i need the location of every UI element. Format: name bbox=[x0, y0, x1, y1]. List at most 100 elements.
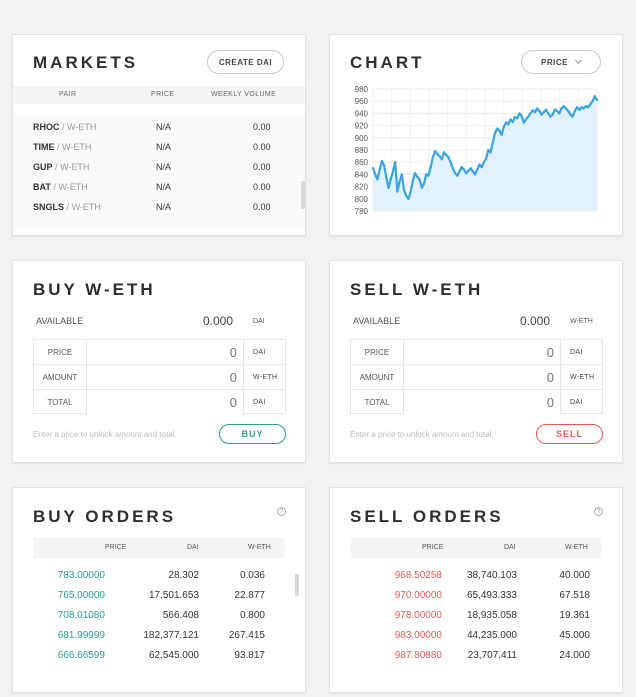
buy-order-row[interactable]: 783.00000 28.302 0.036 bbox=[33, 566, 285, 586]
chart-point bbox=[571, 115, 574, 118]
buy-order-row[interactable]: 765.00000 17,501.653 22.877 bbox=[33, 586, 285, 606]
help-icon[interactable]: ? bbox=[594, 507, 603, 516]
chart-point bbox=[560, 107, 563, 110]
chart-point bbox=[549, 115, 552, 118]
chart-point bbox=[487, 148, 490, 152]
create-dai-button[interactable]: CREATE DAI bbox=[207, 50, 284, 74]
chart-point bbox=[473, 173, 477, 176]
col-price: PRICE bbox=[105, 544, 127, 551]
sell-order-row[interactable]: 968.50258 38,740.103 40.000 bbox=[350, 566, 602, 586]
chart-point bbox=[578, 108, 581, 111]
sell-button[interactable]: SELL bbox=[536, 424, 603, 444]
market-price: N/A bbox=[156, 202, 172, 212]
chart-panel: CHART PRICE 980 960 940 920 900 880 860 840 820 8… bbox=[329, 34, 623, 236]
chart-point bbox=[469, 167, 472, 170]
chart-point bbox=[533, 111, 537, 114]
sell-order-row[interactable]: 987.80880 23,707.411 24.000 bbox=[350, 646, 602, 666]
market-volume: 0.00 bbox=[253, 122, 271, 132]
chart-point bbox=[562, 104, 565, 108]
available-unit: W-ETH bbox=[570, 318, 593, 325]
order-dai: 44,235.000 bbox=[466, 630, 517, 641]
buy-total-input[interactable] bbox=[87, 390, 244, 415]
field-label: PRICE bbox=[34, 340, 87, 364]
chart-point bbox=[456, 174, 459, 177]
chart-point bbox=[516, 117, 519, 120]
y-tick-label: 960 bbox=[355, 97, 369, 106]
markets-scrollbar[interactable] bbox=[301, 181, 305, 209]
market-row-sngls[interactable]: SNGLS / W-ETH N/A 0.00 bbox=[13, 198, 305, 218]
buy-hint: Enter a price to unlock amount and total… bbox=[33, 430, 177, 439]
chart-point bbox=[385, 176, 388, 179]
chart-point bbox=[586, 106, 590, 109]
chart-point bbox=[569, 113, 572, 116]
field-label: PRICE bbox=[351, 340, 404, 364]
field-unit: W-ETH bbox=[570, 373, 595, 381]
chart-point bbox=[429, 165, 432, 169]
sell-amount-input[interactable] bbox=[404, 365, 561, 389]
market-row-gup[interactable]: GUP / W-ETH N/A 0.00 bbox=[13, 158, 305, 178]
order-weth: 19.361 bbox=[559, 610, 590, 621]
chart-point bbox=[502, 125, 506, 128]
market-price: N/A bbox=[156, 162, 172, 172]
order-dai: 23,707.411 bbox=[467, 650, 517, 661]
sell-price-input[interactable] bbox=[404, 340, 561, 364]
order-dai: 65,493.333 bbox=[466, 590, 517, 601]
help-icon[interactable]: ? bbox=[277, 507, 286, 516]
sell-order-row[interactable]: 983.00000 44,235.000 45.000 bbox=[350, 626, 602, 646]
buy-price-input[interactable] bbox=[87, 340, 244, 364]
chart-point bbox=[593, 95, 596, 98]
chart-point bbox=[553, 108, 557, 111]
chart-type-dropdown[interactable]: PRICE bbox=[521, 50, 601, 74]
chart-point bbox=[409, 190, 412, 193]
market-price: N/A bbox=[156, 122, 172, 132]
chart-point bbox=[591, 100, 594, 103]
chart-point bbox=[555, 109, 559, 113]
chart-point bbox=[387, 186, 390, 189]
buy-order-row[interactable]: 666.66599 62,545.000 93.817 bbox=[33, 646, 285, 666]
buy-amount-input[interactable] bbox=[87, 365, 244, 389]
market-volume: 0.00 bbox=[253, 182, 271, 192]
chart-point bbox=[449, 161, 452, 164]
chart-point bbox=[498, 129, 501, 132]
chart-point bbox=[442, 151, 446, 154]
sell-order-row[interactable]: 978.00000 18,935.058 19.361 bbox=[350, 606, 602, 626]
buy-button[interactable]: BUY bbox=[219, 424, 286, 444]
chart-point bbox=[398, 180, 401, 183]
chart-point bbox=[396, 190, 399, 193]
field-label: AMOUNT bbox=[351, 365, 404, 389]
col-price: PRICE bbox=[151, 91, 175, 98]
market-row-time[interactable]: TIME / W-ETH N/A 0.00 bbox=[13, 138, 305, 158]
order-dai: 182,377.121 bbox=[143, 630, 199, 641]
chart-point bbox=[391, 170, 395, 173]
chart-point bbox=[460, 165, 463, 169]
markets-list: RHOC / W-ETH N/A 0.00 TIME / W-ETH N/A 0… bbox=[13, 113, 305, 231]
sell-total-input[interactable] bbox=[404, 390, 561, 415]
market-pair: TIME / W-ETH bbox=[33, 142, 92, 152]
market-pair: SNGLS / W-ETH bbox=[33, 202, 101, 212]
buy-amount-row: AMOUNT W-ETH bbox=[34, 365, 285, 390]
order-price: 987.80880 bbox=[394, 650, 442, 661]
chart-point bbox=[524, 118, 528, 121]
order-price: 970.00000 bbox=[394, 590, 442, 601]
chart-point bbox=[484, 157, 488, 160]
order-price: 666.66599 bbox=[57, 650, 105, 661]
buy-orders-scrollbar[interactable] bbox=[295, 574, 299, 596]
order-dai: 28.302 bbox=[168, 570, 199, 581]
chart-point bbox=[529, 112, 532, 115]
field-unit: DAI bbox=[253, 399, 266, 406]
market-row-rhoc[interactable]: RHOC / W-ETH N/A 0.00 bbox=[13, 118, 305, 138]
order-weth: 267.415 bbox=[228, 630, 265, 641]
chart-point bbox=[513, 115, 517, 119]
chart-point bbox=[573, 109, 576, 113]
chart-point bbox=[436, 152, 439, 155]
order-price: 681.99999 bbox=[57, 630, 105, 641]
sell-total-row: TOTAL DAI bbox=[351, 390, 602, 415]
chart-point bbox=[447, 156, 450, 159]
sell-order-row[interactable]: 970.00000 65,493.333 67.518 bbox=[350, 586, 602, 606]
buy-order-row[interactable]: 708.01080 566.408 0.800 bbox=[33, 606, 285, 626]
market-row-bat[interactable]: BAT / W-ETH N/A 0.00 bbox=[13, 178, 305, 198]
chart-point bbox=[471, 170, 474, 173]
buy-form: PRICE DAI AMOUNT W-ETH TOTAL DAI bbox=[33, 339, 286, 415]
buy-order-row[interactable]: 681.99999 182,377.121 267.415 bbox=[33, 626, 285, 646]
chart-point bbox=[489, 151, 492, 154]
